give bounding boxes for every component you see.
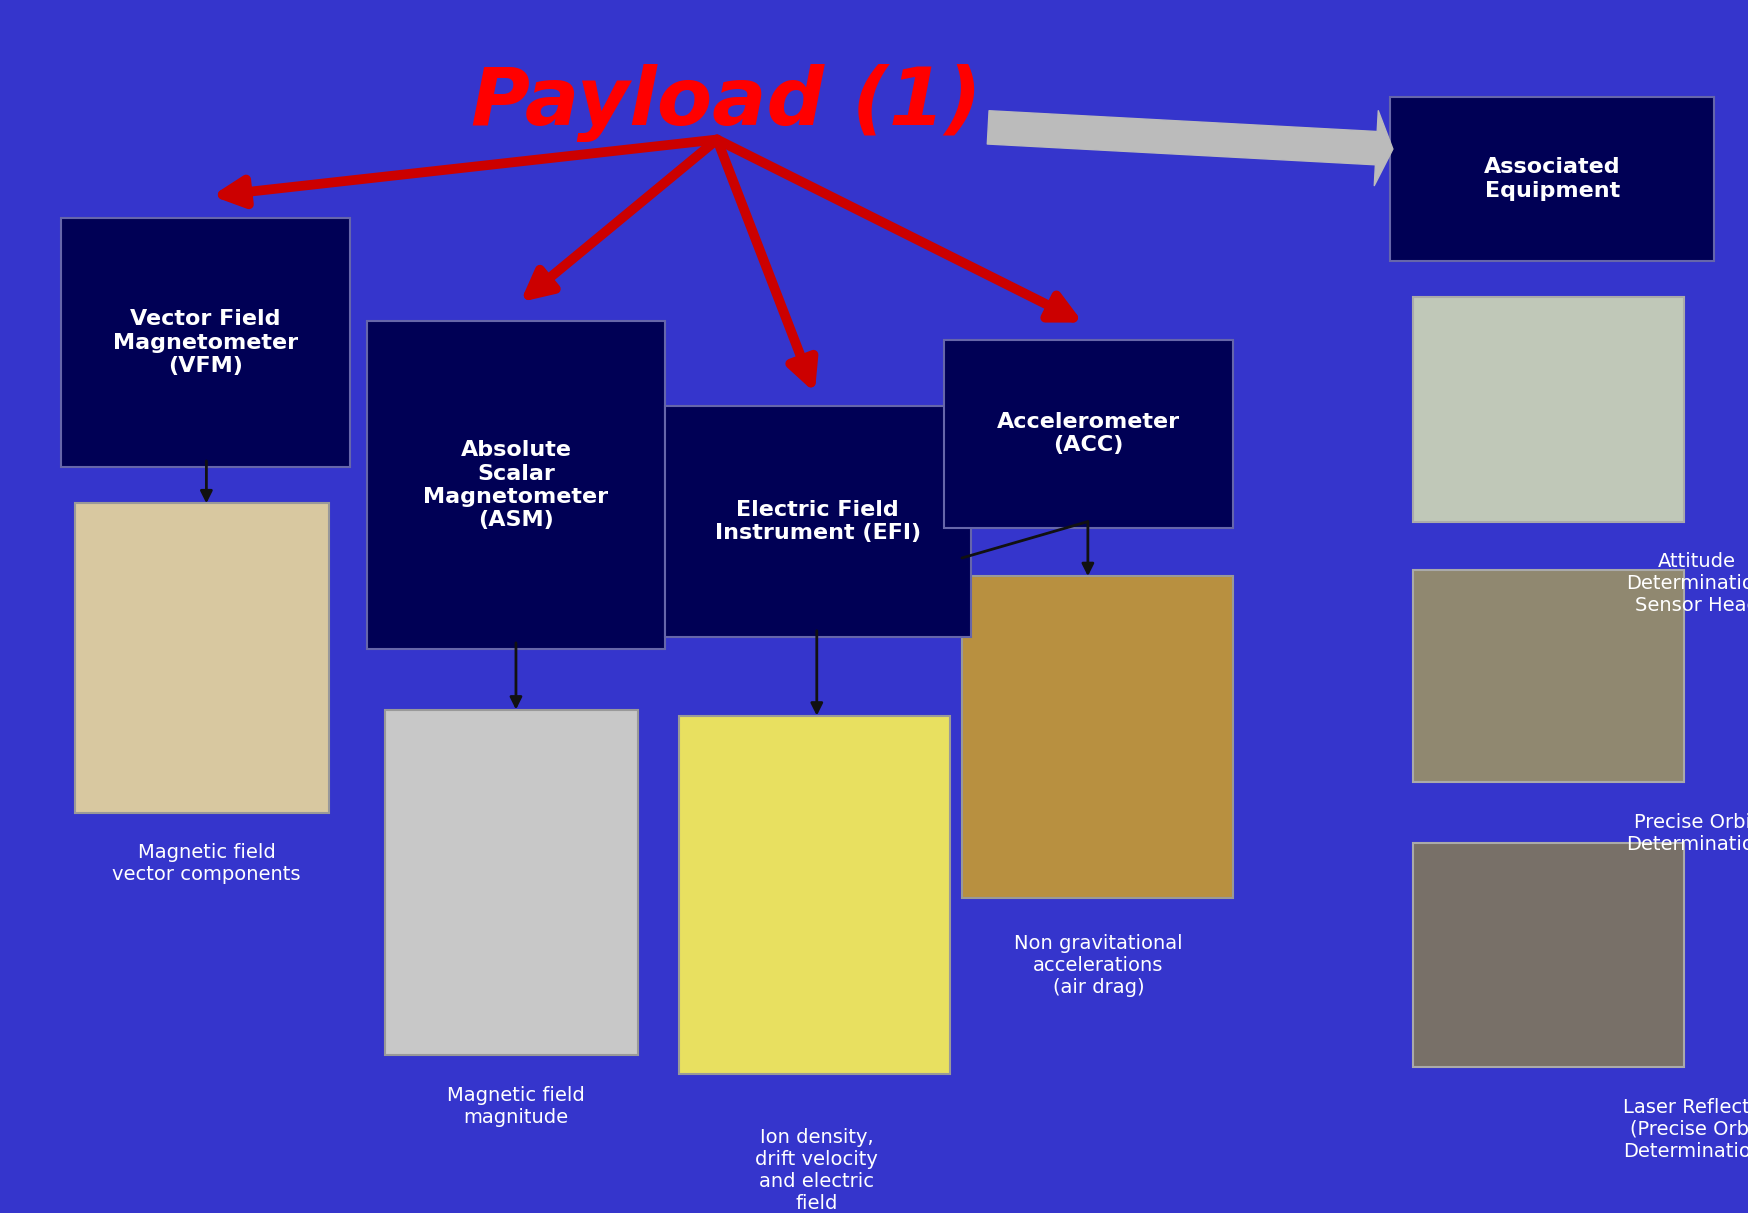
FancyBboxPatch shape bbox=[664, 406, 970, 637]
Text: Payload (1): Payload (1) bbox=[470, 64, 981, 142]
Text: Precise Orbit
Determination: Precise Orbit Determination bbox=[1626, 813, 1748, 854]
Text: Ion density,
drift velocity
and electric
field: Ion density, drift velocity and electric… bbox=[755, 1128, 877, 1213]
FancyBboxPatch shape bbox=[678, 716, 949, 1074]
FancyBboxPatch shape bbox=[367, 321, 664, 649]
FancyBboxPatch shape bbox=[1412, 843, 1683, 1067]
FancyBboxPatch shape bbox=[385, 710, 638, 1055]
FancyBboxPatch shape bbox=[1412, 297, 1683, 522]
Text: Magnetic field
vector components: Magnetic field vector components bbox=[112, 843, 301, 884]
Text: Laser Reflector
(Precise Orbit
Determination): Laser Reflector (Precise Orbit Determina… bbox=[1622, 1098, 1748, 1161]
Text: Vector Field
Magnetometer
(VFM): Vector Field Magnetometer (VFM) bbox=[114, 309, 297, 376]
FancyBboxPatch shape bbox=[961, 576, 1232, 898]
Text: Magnetic field
magnitude: Magnetic field magnitude bbox=[447, 1086, 584, 1127]
Text: Absolute
Scalar
Magnetometer
(ASM): Absolute Scalar Magnetometer (ASM) bbox=[423, 440, 608, 530]
Text: Associated
Equipment: Associated Equipment bbox=[1482, 158, 1620, 200]
FancyBboxPatch shape bbox=[1390, 97, 1713, 261]
FancyBboxPatch shape bbox=[1412, 570, 1683, 782]
FancyBboxPatch shape bbox=[944, 340, 1232, 528]
Text: Attitude
Determination
Sensor Head: Attitude Determination Sensor Head bbox=[1626, 552, 1748, 615]
FancyBboxPatch shape bbox=[61, 218, 350, 467]
FancyBboxPatch shape bbox=[75, 503, 329, 813]
Text: Accelerometer
(ACC): Accelerometer (ACC) bbox=[996, 412, 1180, 455]
Text: Electric Field
Instrument (EFI): Electric Field Instrument (EFI) bbox=[715, 500, 919, 543]
Text: Non gravitational
accelerations
(air drag): Non gravitational accelerations (air dra… bbox=[1014, 934, 1182, 997]
